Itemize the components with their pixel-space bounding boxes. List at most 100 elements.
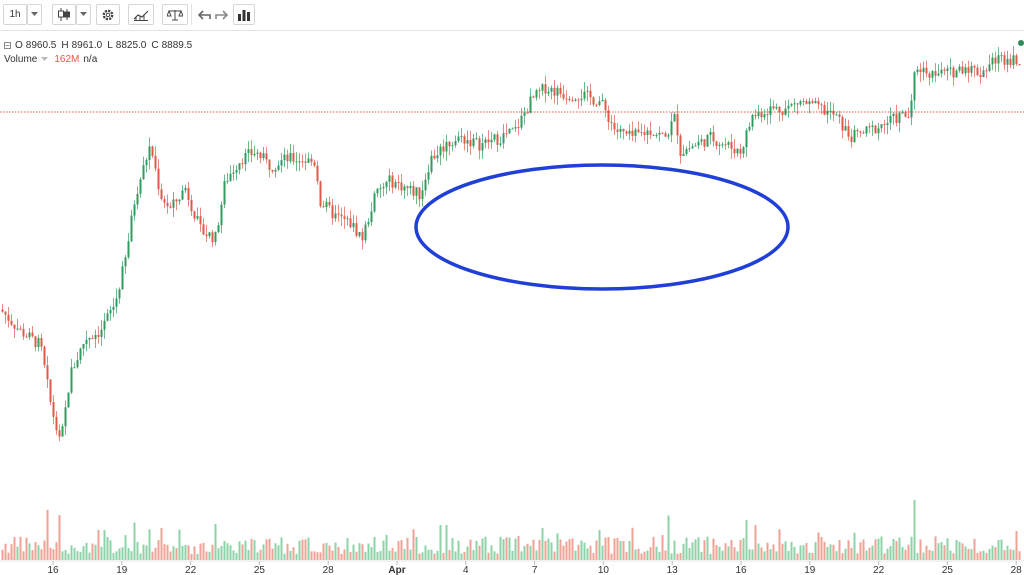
candle-body xyxy=(40,338,43,347)
candle xyxy=(472,133,475,149)
candle xyxy=(577,97,580,109)
indicators-button[interactable] xyxy=(128,4,154,25)
candle xyxy=(256,149,259,161)
low-value: 8825.0 xyxy=(115,39,147,51)
compare-button[interactable] xyxy=(162,4,188,25)
candle-body xyxy=(298,161,301,163)
candle xyxy=(979,66,982,85)
price-chart[interactable]: 16 19 22 25 28 Apr 4 7 10 13 16 19 22 25 28 xyxy=(0,30,1024,575)
volume-bar xyxy=(574,550,577,560)
candle-body xyxy=(979,75,982,78)
volume-bar xyxy=(745,520,748,560)
volume-bar xyxy=(691,542,694,560)
candle-body xyxy=(451,145,454,147)
volume-bar xyxy=(916,552,919,560)
interval-dropdown-button[interactable] xyxy=(27,4,42,25)
volume-bar xyxy=(58,515,61,560)
candle xyxy=(874,124,877,134)
candle xyxy=(88,337,91,349)
candle-body xyxy=(646,130,649,135)
candle xyxy=(727,140,730,149)
candle-body xyxy=(91,338,94,340)
candle-body xyxy=(766,114,769,116)
candle-body xyxy=(772,106,775,109)
volume-bar xyxy=(601,545,604,560)
volume-bar xyxy=(229,545,232,560)
candle xyxy=(220,201,223,234)
redo-button[interactable] xyxy=(211,4,232,25)
candle-body xyxy=(400,182,403,191)
candle xyxy=(961,60,964,75)
interval-button[interactable]: 1h xyxy=(3,4,27,25)
volume-bar xyxy=(517,535,520,560)
candle xyxy=(94,329,97,348)
volume-bar xyxy=(67,553,70,560)
volume-bar xyxy=(853,532,856,560)
bars-button[interactable] xyxy=(233,4,255,25)
collapse-legend-toggle[interactable]: – xyxy=(4,41,11,49)
volume-bar xyxy=(616,537,619,560)
volume-bar xyxy=(274,543,277,560)
volume-bar xyxy=(442,552,445,560)
candle xyxy=(1009,53,1012,69)
candle xyxy=(364,220,367,244)
close-value: 8889.5 xyxy=(161,39,193,51)
volume-bar xyxy=(880,536,883,560)
candle xyxy=(388,168,391,192)
candle-body xyxy=(313,162,316,166)
volume-bar xyxy=(142,544,145,560)
candle xyxy=(838,110,841,124)
candle xyxy=(769,98,772,124)
volume-bar xyxy=(148,529,151,560)
volume-bar xyxy=(418,553,421,560)
volume-bar xyxy=(997,540,1000,560)
volume-bar xyxy=(700,552,703,560)
candle xyxy=(502,124,505,149)
volume-bar xyxy=(469,539,472,560)
volume-bar xyxy=(400,540,403,560)
candle xyxy=(316,160,319,185)
volume-bar xyxy=(631,527,634,560)
volume-bar xyxy=(571,538,574,560)
candle-body xyxy=(937,73,940,76)
candle xyxy=(121,261,124,290)
candle-body xyxy=(538,90,541,92)
candle-body xyxy=(160,189,163,200)
candle-body xyxy=(751,114,754,127)
chevron-down-icon[interactable] xyxy=(41,56,49,62)
settings-button[interactable] xyxy=(96,4,120,25)
volume-bar xyxy=(46,510,49,560)
candle-body xyxy=(52,401,55,417)
candle-body xyxy=(904,112,907,117)
volume-bar xyxy=(562,545,565,560)
chart-type-button[interactable] xyxy=(52,4,76,25)
x-tick-label: 28 xyxy=(1011,565,1023,575)
volume-bar xyxy=(559,539,562,560)
candle xyxy=(142,156,145,180)
candle xyxy=(214,231,217,246)
candle xyxy=(184,184,187,193)
volume-bar xyxy=(799,545,802,560)
undo-button[interactable] xyxy=(194,4,215,25)
volume-bar xyxy=(610,553,613,560)
candle-body xyxy=(382,187,385,189)
volume-bar xyxy=(769,549,772,560)
candle-body xyxy=(223,181,226,205)
candle xyxy=(673,112,676,123)
candle-body xyxy=(166,202,169,207)
candle xyxy=(715,140,718,150)
volume-bar xyxy=(310,551,313,560)
volume-bar xyxy=(157,540,160,560)
volume-bar xyxy=(388,550,391,560)
volume-bar xyxy=(811,552,814,560)
volume-bar xyxy=(775,551,778,560)
candle xyxy=(694,142,697,147)
candle-body xyxy=(862,132,865,134)
volume-bar xyxy=(490,545,493,560)
volume-bar xyxy=(187,545,190,560)
candle-body xyxy=(493,134,496,140)
candle xyxy=(925,60,928,78)
candle-body xyxy=(604,99,607,111)
chart-type-dropdown-button[interactable] xyxy=(76,4,91,25)
candle-body xyxy=(769,106,772,115)
